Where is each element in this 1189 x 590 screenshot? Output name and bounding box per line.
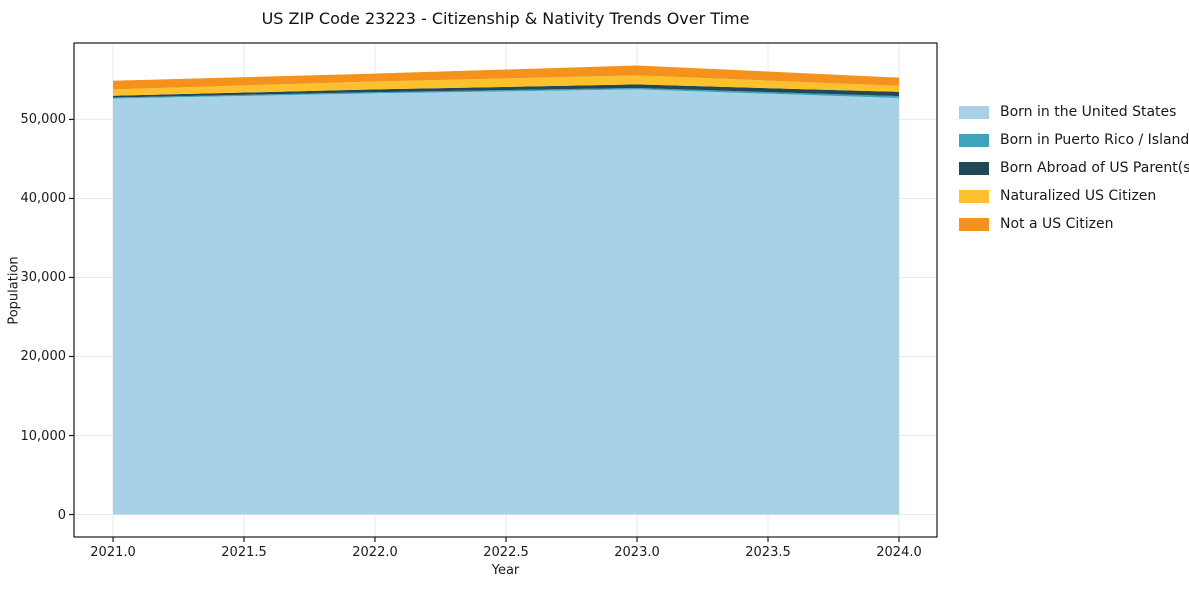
legend-item: Born in the United States — [959, 104, 1189, 120]
x-tick-label: 2022.5 — [483, 545, 529, 560]
x-tick-label: 2022.0 — [352, 545, 398, 560]
chart-title: US ZIP Code 23223 - Citizenship & Nativi… — [261, 9, 750, 28]
y-tick-label: 40,000 — [20, 191, 67, 207]
x-axis-label: Year — [491, 563, 520, 578]
y-tick-label: 0 — [57, 507, 66, 523]
y-tick-label: 50,000 — [20, 112, 67, 128]
legend-swatch — [959, 133, 989, 147]
y-tick-label: 30,000 — [20, 270, 67, 286]
legend-item: Born Abroad of US Parent(s) — [959, 160, 1189, 176]
area-series — [113, 89, 900, 515]
x-tick-label: 2023.0 — [614, 545, 660, 560]
area-series — [113, 65, 900, 90]
area-series — [113, 75, 900, 96]
legend-swatch — [959, 189, 989, 203]
y-tick-label: 10,000 — [20, 428, 67, 444]
area-series — [113, 87, 900, 99]
x-tick-label: 2021.0 — [90, 545, 136, 560]
legend-label: Born in Puerto Rico / Islands — [1000, 132, 1189, 148]
legend: Born in the United States Born in Puerto … — [959, 104, 1189, 244]
x-tick-label: 2024.0 — [876, 545, 922, 560]
y-axis-label: Population — [6, 256, 22, 325]
legend-item: Naturalized US Citizen — [959, 188, 1189, 204]
legend-label: Not a US Citizen — [1000, 216, 1114, 232]
legend-swatch — [959, 217, 989, 231]
y-tick-label: 20,000 — [20, 349, 67, 365]
area-series — [113, 84, 900, 98]
x-tick-label: 2021.5 — [221, 545, 267, 560]
legend-label: Naturalized US Citizen — [1000, 188, 1157, 204]
legend-label: Born Abroad of US Parent(s) — [1000, 160, 1189, 176]
legend-label: Born in the United States — [1000, 104, 1177, 120]
legend-item: Not a US Citizen — [959, 216, 1189, 232]
legend-item: Born in Puerto Rico / Islands — [959, 132, 1189, 148]
legend-swatch — [959, 105, 989, 119]
legend-swatch — [959, 161, 989, 175]
x-tick-label: 2023.5 — [745, 545, 791, 560]
